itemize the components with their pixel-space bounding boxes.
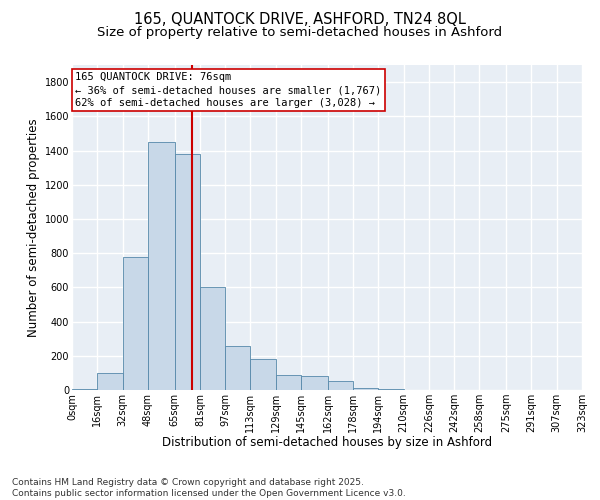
Bar: [122, 258, 148, 390]
Bar: [379, 389, 404, 390]
Y-axis label: Number of semi-detached properties: Number of semi-detached properties: [28, 118, 40, 337]
Bar: [353, 388, 379, 390]
Text: Contains HM Land Registry data © Crown copyright and database right 2025.
Contai: Contains HM Land Registry data © Crown c…: [12, 478, 406, 498]
Text: 165, QUANTOCK DRIVE, ASHFORD, TN24 8QL: 165, QUANTOCK DRIVE, ASHFORD, TN24 8QL: [134, 12, 466, 28]
Bar: [328, 380, 353, 390]
Bar: [301, 376, 328, 390]
Bar: [175, 154, 200, 390]
Bar: [148, 142, 175, 390]
Bar: [275, 374, 301, 390]
X-axis label: Distribution of semi-detached houses by size in Ashford: Distribution of semi-detached houses by …: [162, 436, 492, 450]
Text: Size of property relative to semi-detached houses in Ashford: Size of property relative to semi-detach…: [97, 26, 503, 39]
Bar: [72, 389, 97, 390]
Bar: [97, 373, 122, 390]
Bar: [250, 359, 275, 390]
Text: 165 QUANTOCK DRIVE: 76sqm
← 36% of semi-detached houses are smaller (1,767)
62% : 165 QUANTOCK DRIVE: 76sqm ← 36% of semi-…: [75, 72, 382, 108]
Bar: [200, 286, 225, 390]
Bar: [225, 346, 250, 390]
